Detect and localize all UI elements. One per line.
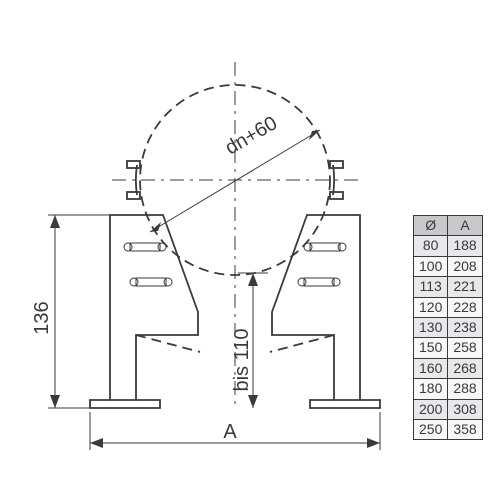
- col-a: A: [448, 216, 482, 236]
- size-table: ØA 80188 100208 113221 120228 130238 150…: [413, 215, 483, 440]
- dim-inner: bis 110: [231, 273, 268, 408]
- left-bracket: [90, 215, 200, 408]
- dim-height: 136: [31, 215, 110, 408]
- col-dia: Ø: [414, 216, 448, 236]
- svg-text:bis 110: bis 110: [231, 328, 253, 391]
- dim-width: A: [90, 412, 380, 450]
- svg-text:136: 136: [31, 301, 53, 334]
- svg-text:A: A: [223, 421, 237, 443]
- svg-text:dn+60: dn+60: [222, 112, 282, 159]
- right-bracket: [270, 215, 380, 408]
